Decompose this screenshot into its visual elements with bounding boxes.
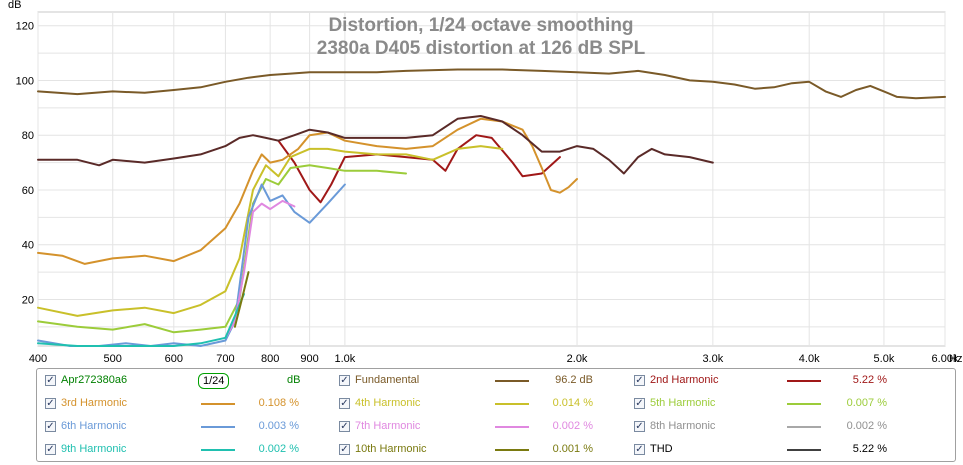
legend-value-thd: 5.22 % [852, 443, 887, 455]
legend-value-3rd: 0.108 % [258, 397, 299, 409]
x-tick-label: 700 [216, 353, 234, 365]
chart-title: Distortion, 1/24 octave smoothing [328, 15, 633, 36]
y-axis-label: dB [8, 0, 21, 11]
axes: 20 40 60 80 100 120 400 500 600 700 800 900 1.0k 2.0k… [16, 21, 959, 365]
legend-swatch-7th [495, 426, 529, 428]
legend-swatch-4th [495, 403, 529, 405]
legend-label-4th: 4th Harmonic [355, 397, 421, 409]
y-tick-label: 20 [22, 294, 34, 306]
series-line-thd [37, 115, 714, 175]
smoothing-badge[interactable]: 1/24 [198, 373, 230, 389]
x-tick-label: 400 [29, 353, 47, 365]
thd-checkbox[interactable]: ✓ [634, 444, 645, 455]
8th-harmonic-checkbox[interactable]: ✓ [634, 421, 645, 432]
legend-swatch-10th [495, 449, 529, 451]
x-tick-label: 3.0k [702, 353, 723, 365]
legend-swatch-5th [787, 403, 821, 405]
x-axis-label: Hz [949, 353, 962, 365]
legend-file-name: Apr272380a6 [61, 374, 128, 386]
legend-value-10th: 0.001 % [552, 443, 593, 455]
legend-swatch-2nd [787, 380, 821, 382]
series-line-3rd-harmonic [37, 117, 578, 265]
legend-label-9th: 9th Harmonic [61, 443, 127, 455]
9th-harmonic-checkbox[interactable]: ✓ [45, 444, 56, 455]
6th-harmonic-checkbox[interactable]: ✓ [45, 421, 56, 432]
legend-value-6th: 0.003 % [258, 420, 299, 432]
legend-file-unit: dB [287, 374, 301, 386]
y-tick-label: 40 [22, 240, 34, 252]
x-tick-label: 4.0k [799, 353, 820, 365]
legend-value-fundamental: 96.2 dB [555, 374, 593, 386]
legend-swatch-thd [787, 449, 821, 451]
legend-swatch-6th [201, 426, 235, 428]
legend-value-8th: 0.002 % [846, 420, 887, 432]
y-tick-label: 120 [16, 21, 34, 33]
x-tick-label: 500 [104, 353, 122, 365]
x-tick-label: 5.0k [874, 353, 895, 365]
legend-swatch-fundamental [495, 380, 529, 382]
4th-harmonic-checkbox[interactable]: ✓ [339, 398, 350, 409]
legend-swatch-8th [787, 426, 821, 428]
legend-value-2nd: 5.22 % [852, 374, 887, 386]
legend-label-7th: 7th Harmonic [355, 420, 421, 432]
legend-swatch-9th [201, 449, 235, 451]
legend-value-5th: 0.007 % [846, 397, 887, 409]
fundamental-checkbox[interactable]: ✓ [339, 375, 350, 386]
2nd-harmonic-checkbox[interactable]: ✓ [634, 375, 645, 386]
y-tick-label: 100 [16, 75, 34, 87]
y-tick-label: 80 [22, 130, 34, 142]
legend-label-6th: 6th Harmonic [61, 420, 127, 432]
series-line-10th-harmonic [233, 271, 250, 328]
series-group [37, 68, 946, 347]
x-tick-label: 2.0k [567, 353, 588, 365]
y-tick-label: 60 [22, 185, 34, 197]
series-line-fundamental [37, 68, 946, 100]
x-tick-label: 1.0k [334, 353, 355, 365]
legend-label-10th: 10th Harmonic [355, 443, 427, 455]
legend-value-9th: 0.002 % [258, 443, 299, 455]
legend-panel: ✓ Apr272380a6 1/24 dB ✓ Fundamental 96.2… [36, 368, 956, 462]
plot-area [37, 11, 946, 347]
5th-harmonic-checkbox[interactable]: ✓ [634, 398, 645, 409]
legend-swatch-3rd [201, 403, 235, 405]
chart-subtitle: 2380a D405 distortion at 126 dB SPL [317, 38, 646, 59]
legend-value-4th: 0.014 % [552, 397, 593, 409]
legend-label-8th: 8th Harmonic [650, 420, 716, 432]
10th-harmonic-checkbox[interactable]: ✓ [339, 444, 350, 455]
legend-label-2nd: 2nd Harmonic [650, 374, 719, 386]
distortion-chart: 20 40 60 80 100 120 400 500 600 700 800 900 1.0k 2.0k… [8, 0, 962, 365]
x-tick-label: 900 [300, 353, 318, 365]
3rd-harmonic-checkbox[interactable]: ✓ [45, 398, 56, 409]
file-checkbox[interactable]: ✓ [45, 375, 56, 386]
legend-label-thd: THD [650, 443, 673, 455]
7th-harmonic-checkbox[interactable]: ✓ [339, 421, 350, 432]
x-tick-label: 600 [165, 353, 183, 365]
legend-label-3rd: 3rd Harmonic [61, 397, 128, 409]
series-line-4th-harmonic [37, 145, 504, 317]
x-tick-label: 6.00k [932, 353, 959, 365]
legend-value-7th: 0.002 % [552, 420, 593, 432]
legend-label-5th: 5th Harmonic [650, 397, 716, 409]
series-line-9th-harmonic [37, 293, 245, 347]
legend-label-fundamental: Fundamental [355, 374, 420, 386]
grid [37, 12, 946, 346]
x-tick-label: 800 [261, 353, 279, 365]
